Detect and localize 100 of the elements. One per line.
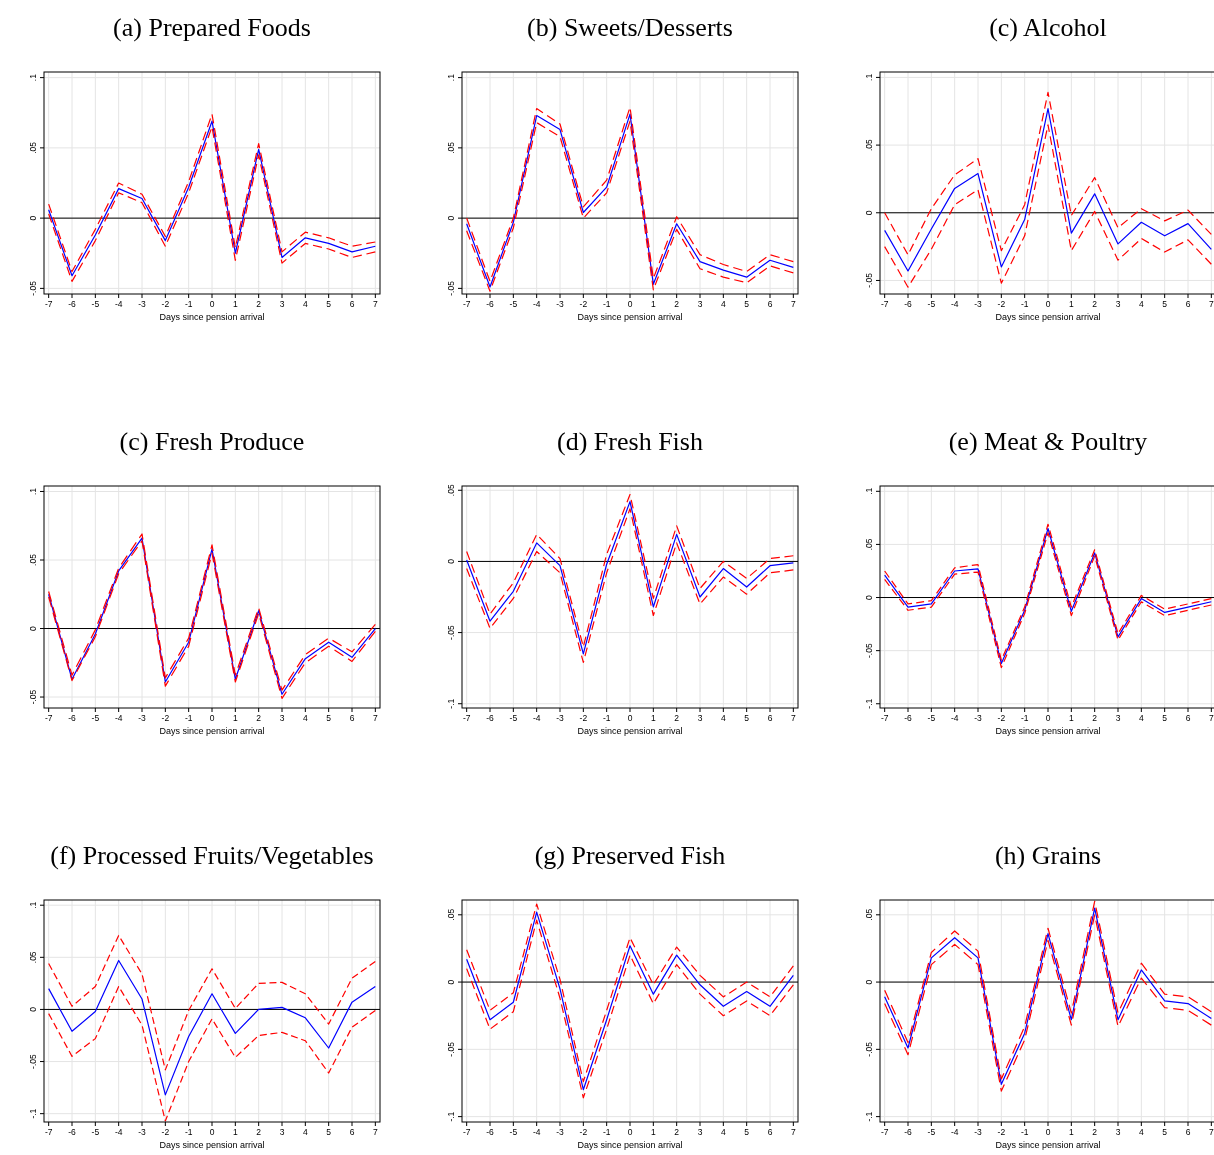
x-tick-label: 3 (1115, 713, 1121, 723)
x-tick-label: 0 (1045, 713, 1051, 723)
y-tick-label: 0 (864, 210, 874, 216)
x-tick-label: 2 (1092, 299, 1098, 309)
x-tick-label: -2 (579, 1127, 588, 1137)
x-tick-label: -4 (532, 713, 541, 723)
x-tick-label: 7 (790, 1127, 796, 1137)
x-axis-title: Days since pension arrival (159, 1140, 265, 1150)
x-axis-title: Days since pension arrival (159, 726, 265, 736)
x-tick-label: -7 (462, 713, 471, 723)
x-tick-label: 3 (697, 713, 703, 723)
x-tick-label: -1 (602, 713, 611, 723)
x-tick-label: -1 (1020, 713, 1029, 723)
x-tick-label: 6 (349, 713, 355, 723)
x-tick-label: 6 (1185, 299, 1191, 309)
y-tick-label: -.05 (864, 1041, 874, 1057)
x-tick-label: -4 (114, 713, 123, 723)
x-tick-label: -1 (1020, 299, 1029, 309)
x-tick-label: -3 (138, 299, 147, 309)
x-tick-label: 7 (372, 299, 378, 309)
y-tick-label: .05 (864, 138, 874, 152)
x-tick-label: 0 (627, 299, 633, 309)
x-tick-label: 3 (1115, 299, 1121, 309)
x-tick-label: 7 (372, 1127, 378, 1137)
x-axis-title: Days since pension arrival (159, 312, 265, 322)
x-tick-label: -7 (462, 1127, 471, 1137)
x-tick-label: 2 (1092, 713, 1098, 723)
x-tick-label: 2 (1092, 1127, 1098, 1137)
x-tick-label: 5 (744, 1127, 750, 1137)
x-tick-label: -6 (486, 713, 495, 723)
x-tick-label: 5 (326, 713, 332, 723)
x-tick-label: 4 (302, 713, 308, 723)
x-tick-label: -3 (974, 713, 983, 723)
y-tick-label: .05 (864, 908, 874, 921)
y-tick-label: 0 (446, 215, 456, 221)
x-tick-label: 6 (767, 713, 773, 723)
x-tick-label: 4 (1138, 1127, 1144, 1137)
x-tick-label: 1 (1068, 1127, 1074, 1137)
x-tick-label: 6 (767, 1127, 773, 1137)
x-tick-label: -6 (68, 299, 77, 309)
x-tick-label: -1 (184, 299, 193, 309)
x-tick-label: -2 (579, 713, 588, 723)
x-tick-label: 2 (256, 299, 262, 309)
x-tick-label: 7 (790, 299, 796, 309)
x-axis-title: Days since pension arrival (577, 726, 683, 736)
y-tick-label: -.1 (446, 1111, 456, 1122)
x-tick-label: 6 (1185, 1127, 1191, 1137)
x-tick-label: 5 (1162, 713, 1168, 723)
x-tick-label: 0 (1045, 299, 1051, 309)
y-tick-label: .1 (864, 73, 874, 81)
x-tick-label: 3 (279, 713, 285, 723)
x-tick-label: 1 (1068, 299, 1074, 309)
chart-title: (c) Fresh Produce (119, 427, 305, 456)
x-tick-label: -6 (904, 713, 913, 723)
x-tick-label: -1 (184, 1127, 193, 1137)
x-tick-label: 6 (349, 299, 355, 309)
x-tick-label: 7 (790, 713, 796, 723)
y-tick-label: -.05 (864, 643, 874, 658)
x-tick-label: 6 (349, 1127, 355, 1137)
x-tick-label: -5 (927, 713, 936, 723)
y-tick-label: .1 (28, 901, 38, 909)
x-tick-label: -3 (138, 713, 147, 723)
y-tick-label: .05 (864, 538, 874, 551)
y-tick-label: -.05 (446, 280, 456, 296)
x-tick-label: -4 (532, 299, 541, 309)
chart-title: (a) Prepared Foods (113, 13, 311, 42)
x-tick-label: -2 (997, 1127, 1006, 1137)
x-tick-label: 3 (279, 1127, 285, 1137)
x-tick-label: -7 (44, 713, 53, 723)
x-tick-label: 0 (209, 713, 215, 723)
y-tick-label: -.05 (864, 272, 874, 288)
x-tick-label: -6 (68, 1127, 77, 1137)
x-tick-label: 7 (1208, 299, 1214, 309)
chart-title: (c) Alcohol (989, 13, 1107, 42)
chart-title: (b) Sweets/Desserts (527, 13, 733, 42)
x-tick-label: -7 (44, 1127, 53, 1137)
x-tick-label: 2 (256, 1127, 262, 1137)
x-tick-label: -7 (880, 299, 889, 309)
x-tick-label: 2 (674, 299, 680, 309)
x-tick-label: -2 (161, 713, 170, 723)
y-tick-label: .05 (28, 553, 38, 566)
x-tick-label: -5 (927, 1127, 936, 1137)
y-tick-label: .1 (446, 73, 456, 82)
y-tick-label: -.1 (864, 698, 874, 709)
x-tick-label: 6 (1185, 713, 1191, 723)
x-tick-label: 4 (720, 299, 726, 309)
x-tick-label: -7 (880, 713, 889, 723)
x-tick-label: 0 (209, 1127, 215, 1137)
x-tick-label: -6 (486, 299, 495, 309)
x-tick-label: -5 (91, 713, 100, 723)
x-tick-label: 5 (744, 299, 750, 309)
x-tick-label: -4 (950, 1127, 959, 1137)
x-tick-label: 1 (650, 713, 656, 723)
x-tick-label: -5 (927, 299, 936, 309)
y-tick-label: 0 (28, 1006, 38, 1012)
x-tick-label: -6 (904, 299, 913, 309)
x-tick-label: 1 (232, 713, 238, 723)
x-tick-label: -4 (114, 1127, 123, 1137)
x-tick-label: -7 (880, 1127, 889, 1137)
x-tick-label: 2 (674, 1127, 680, 1137)
